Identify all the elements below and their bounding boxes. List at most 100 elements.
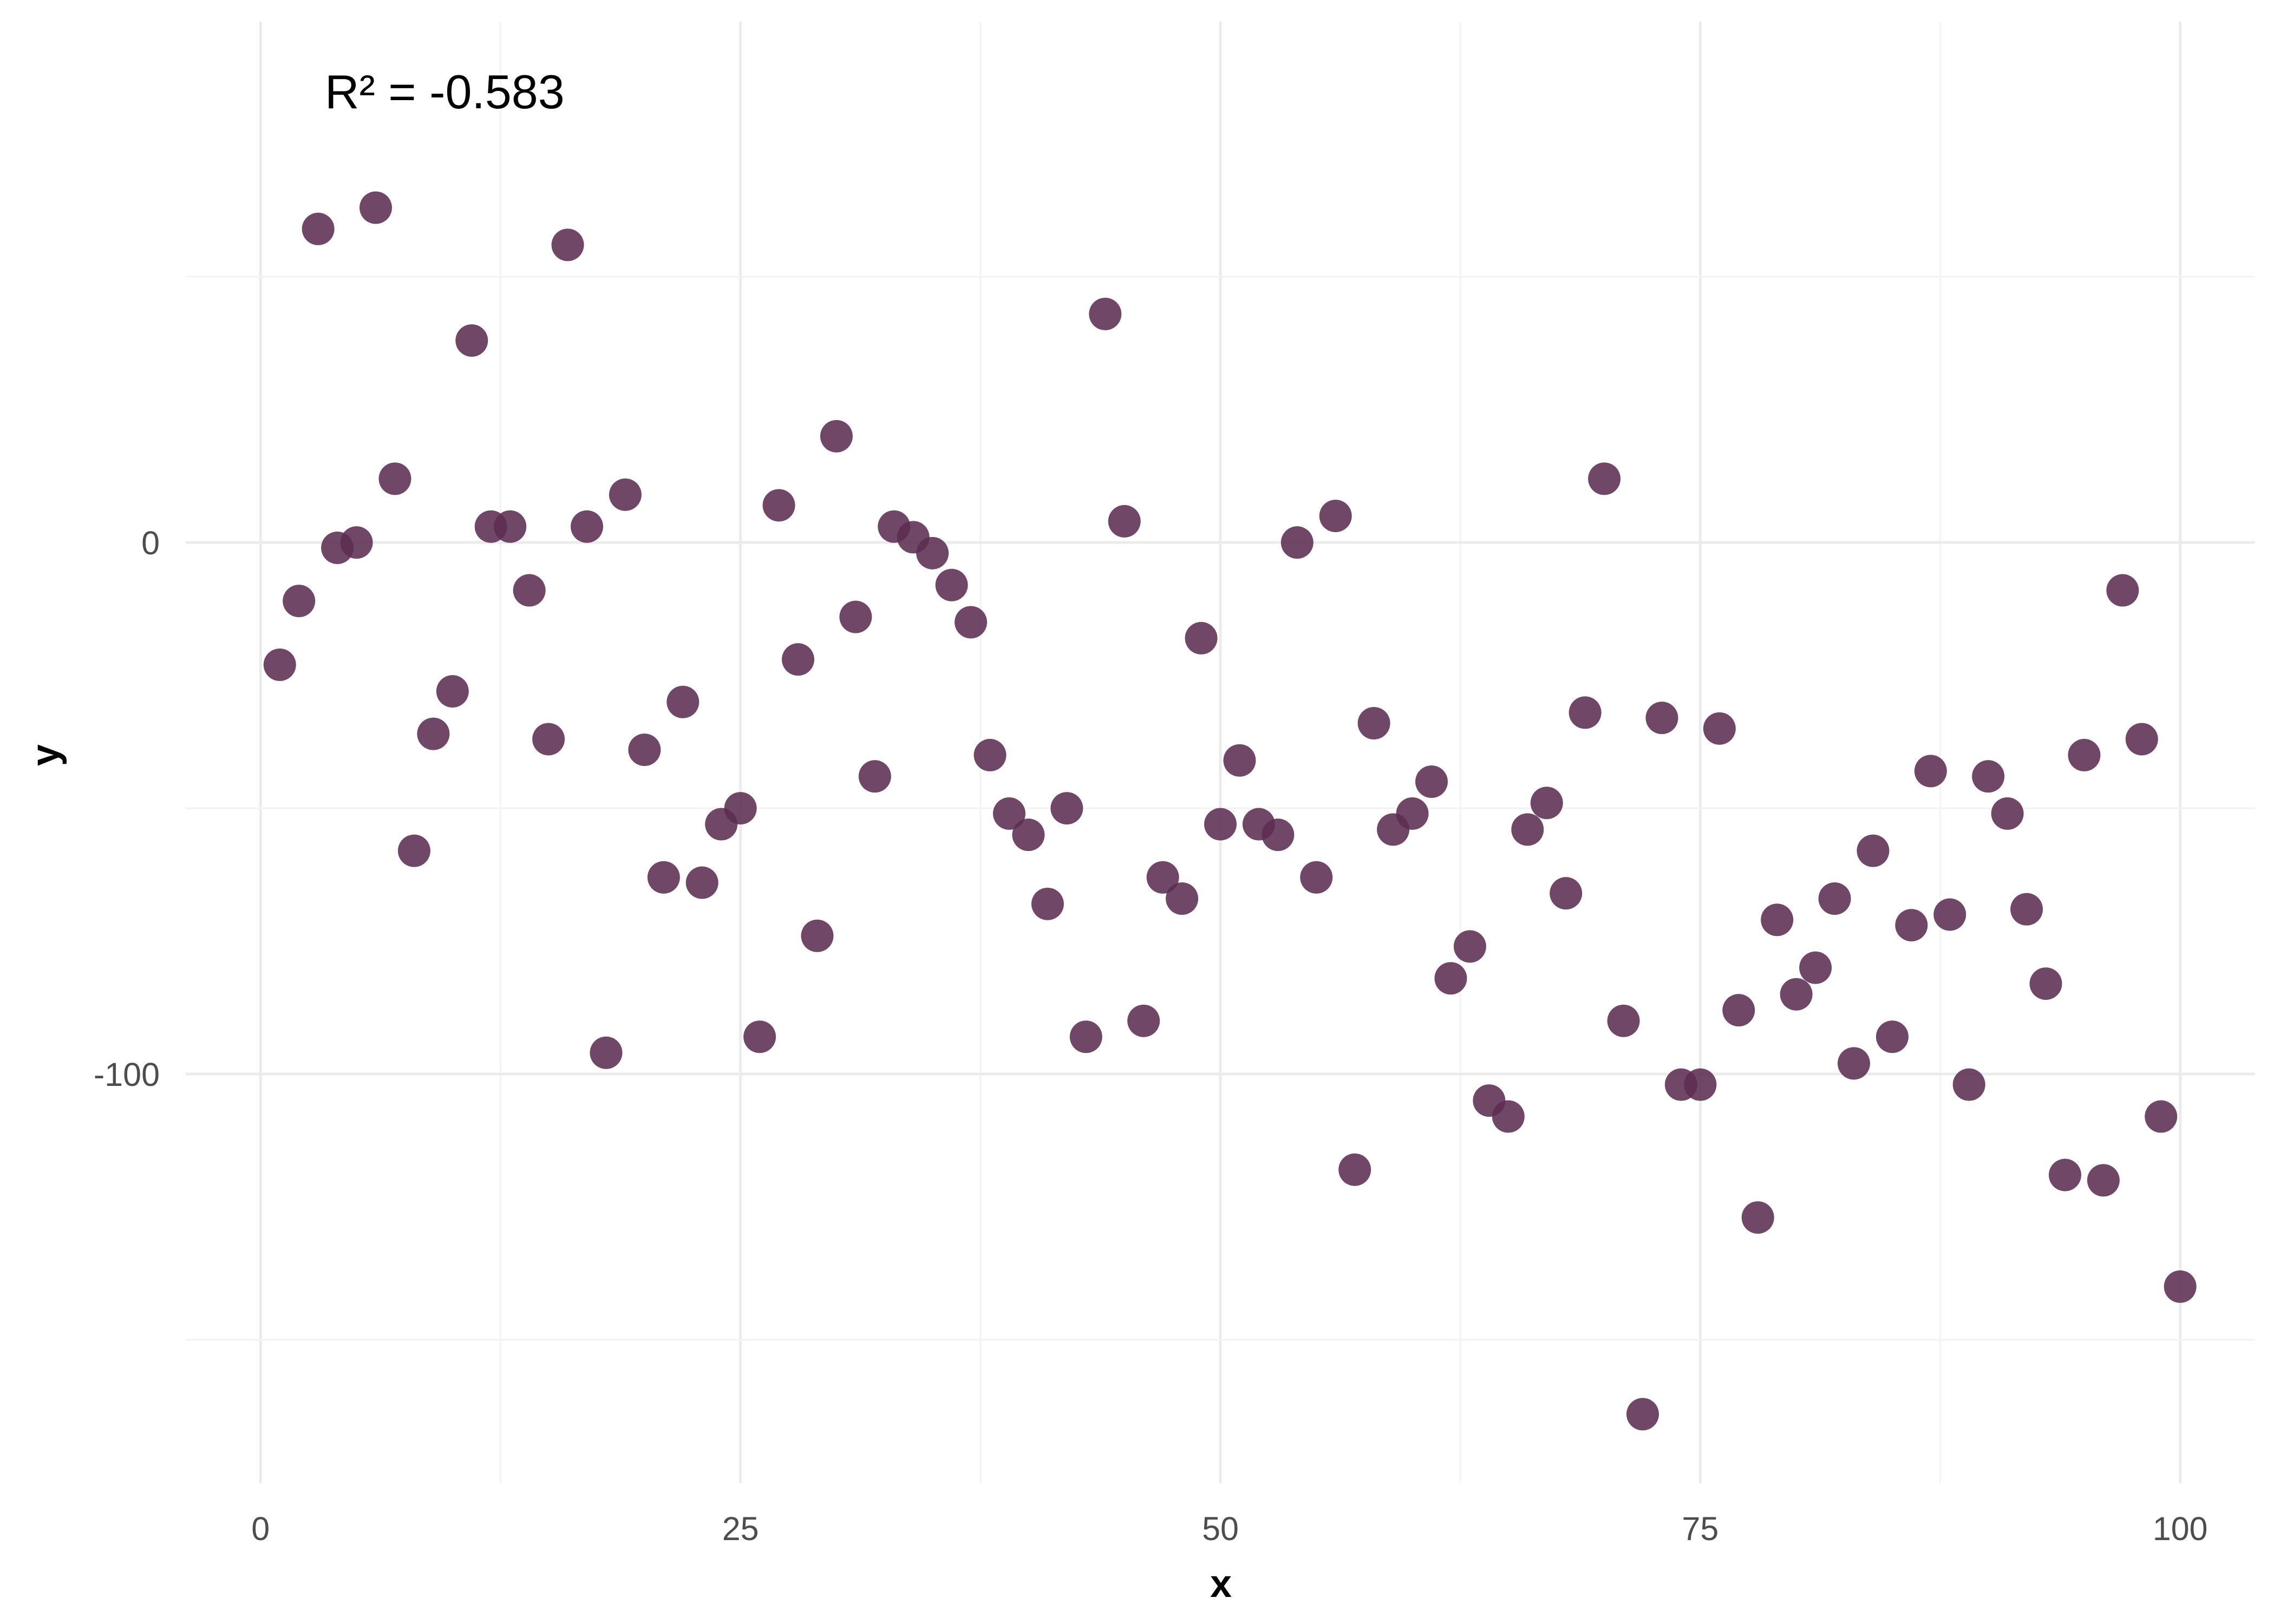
data-point: [839, 600, 872, 633]
data-point: [1127, 1004, 1160, 1037]
data-point: [263, 649, 296, 681]
data-point: [1031, 887, 1064, 920]
data-point: [1300, 861, 1333, 894]
x-tick-label: 0: [251, 1510, 270, 1547]
data-point: [1319, 500, 1352, 533]
data-point: [1550, 877, 1583, 910]
data-point: [647, 861, 680, 894]
data-point: [1876, 1020, 1909, 1053]
data-point: [973, 738, 1007, 771]
data-point: [494, 510, 527, 543]
y-axis-ticks: 0 -100: [94, 525, 160, 1093]
data-point: [724, 792, 757, 825]
data-point: [1415, 765, 1448, 798]
data-point: [1626, 1398, 1659, 1431]
data-point: [2010, 893, 2043, 926]
data-point: [1396, 797, 1429, 830]
data-point: [782, 643, 814, 676]
data-point: [532, 723, 565, 756]
x-tick-label: 100: [2153, 1510, 2208, 1547]
data-point: [1684, 1068, 1717, 1101]
x-axis-title: x: [1210, 1562, 1232, 1606]
data-point: [1108, 505, 1141, 538]
data-point: [571, 510, 603, 543]
data-point: [513, 574, 546, 607]
data-point: [1357, 707, 1390, 739]
data-point: [417, 717, 450, 750]
x-tick-label: 75: [1682, 1510, 1718, 1547]
data-point: [1453, 930, 1486, 963]
data-point: [628, 734, 661, 767]
data-point: [743, 1020, 776, 1053]
data-point: [1434, 962, 1467, 995]
data-point: [1818, 882, 1851, 915]
data-point: [1185, 621, 1218, 654]
data-point: [609, 478, 642, 511]
data-point: [685, 866, 718, 899]
data-point: [820, 420, 853, 453]
data-point: [858, 760, 891, 793]
y-axis-title: y: [24, 744, 67, 766]
data-point: [1492, 1100, 1525, 1133]
data-point: [1050, 792, 1083, 825]
data-point: [302, 212, 335, 245]
data-point: [2068, 738, 2101, 771]
data-point: [666, 685, 700, 718]
data-point: [2145, 1100, 2178, 1133]
data-point: [1069, 1020, 1102, 1053]
data-point: [1262, 818, 1295, 852]
data-point: [1012, 818, 1045, 852]
data-point: [1569, 696, 1602, 729]
data-point: [2164, 1270, 2197, 1303]
data-point: [283, 585, 316, 618]
data-point: [1511, 813, 1544, 846]
data-point: [397, 834, 430, 867]
data-point: [1530, 787, 1563, 820]
data-point: [551, 228, 584, 261]
data-point: [1799, 951, 1832, 984]
data-point: [1338, 1153, 1371, 1186]
data-point: [1588, 462, 1621, 495]
data-point: [993, 797, 1025, 830]
data-point: [955, 606, 988, 639]
data-point: [340, 526, 373, 559]
data-point: [2106, 574, 2139, 607]
data-point: [1223, 744, 1256, 777]
data-point: [1722, 994, 1755, 1027]
data-point: [935, 568, 968, 601]
data-point: [1280, 526, 1314, 559]
data-point: [455, 324, 488, 357]
data-point: [762, 489, 795, 522]
data-point: [436, 675, 469, 708]
data-point: [590, 1036, 623, 1069]
data-point: [1204, 808, 1237, 841]
data-point: [2125, 723, 2158, 756]
data-point: [1607, 1004, 1640, 1037]
x-tick-label: 50: [1202, 1510, 1239, 1547]
data-point: [1761, 903, 1794, 937]
data-point: [2087, 1164, 2120, 1197]
data-point: [1166, 882, 1199, 915]
data-point: [1645, 702, 1678, 735]
data-point: [1991, 797, 2024, 830]
data-point: [1146, 861, 1179, 894]
y-tick-label: -100: [94, 1056, 160, 1093]
x-axis-ticks: 0 25 50 75 100: [251, 1510, 2207, 1547]
data-point: [360, 191, 392, 224]
data-point: [1933, 898, 1966, 931]
data-point: [1741, 1201, 1774, 1234]
data-point: [1895, 909, 1928, 942]
data-point: [1838, 1047, 1870, 1080]
x-tick-label: 25: [722, 1510, 759, 1547]
data-point: [2049, 1158, 2081, 1191]
data-point: [801, 919, 834, 952]
data-point: [916, 536, 949, 569]
y-tick-label: 0: [141, 525, 160, 561]
data-point: [2029, 967, 2062, 1000]
data-point: [378, 462, 411, 495]
data-point: [1914, 755, 1947, 788]
data-point: [1952, 1068, 1985, 1101]
data-point: [1089, 298, 1122, 330]
